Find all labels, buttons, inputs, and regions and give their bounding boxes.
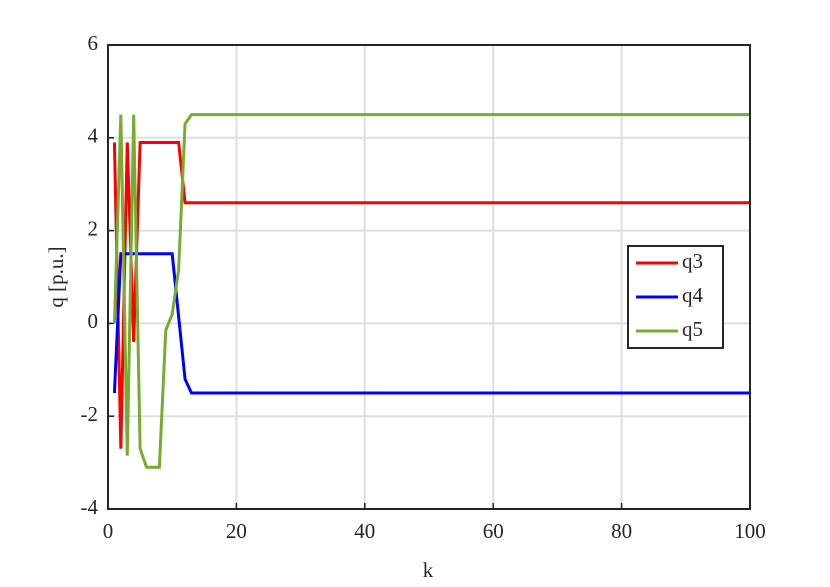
y-tick-label: 4 <box>88 124 99 148</box>
legend-label: q3 <box>682 249 703 273</box>
y-tick-label: -4 <box>81 495 99 519</box>
legend-label: q5 <box>682 317 703 341</box>
x-tick-label: 40 <box>354 519 375 543</box>
y-axis-label: q [p.u.] <box>44 246 68 307</box>
y-tick-label: 6 <box>88 31 99 55</box>
line-series <box>112 140 750 449</box>
y-tick-label: 2 <box>88 216 99 240</box>
x-tick-label: 80 <box>611 519 632 543</box>
x-axis-label: k <box>423 558 434 582</box>
legend-label: q4 <box>682 283 704 307</box>
y-tick-label: -2 <box>81 402 99 426</box>
line-series <box>112 252 750 395</box>
x-tick-label: 20 <box>226 519 247 543</box>
y-tick-label: 0 <box>88 309 99 333</box>
plot-frame <box>107 44 751 510</box>
x-tick-label: 0 <box>103 519 114 543</box>
line-series <box>112 113 750 469</box>
x-tick-label: 60 <box>483 519 504 543</box>
x-tick-label: 100 <box>734 519 766 543</box>
